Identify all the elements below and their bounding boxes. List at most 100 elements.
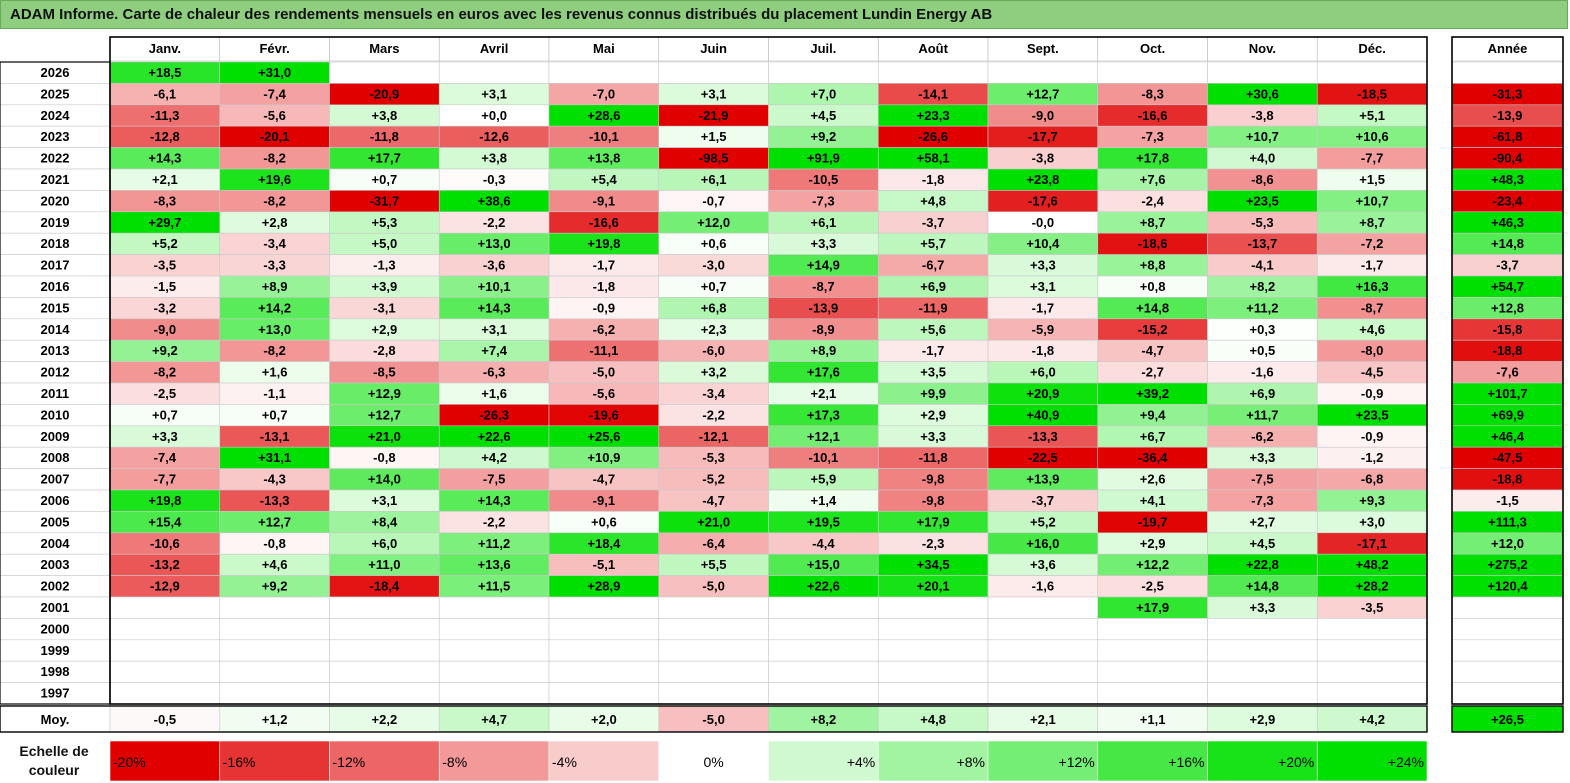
heatmap-value-label: -0,0 — [1032, 215, 1054, 230]
year-labels-border — [0, 61, 111, 705]
year-total-value-label: +46,3 — [1491, 215, 1524, 230]
heatmap-value-label: +15,0 — [807, 557, 840, 572]
year-total-header-cell — [1451, 36, 1564, 62]
year-label: 2010 — [41, 407, 70, 422]
heatmap-value-label: -10,1 — [809, 450, 839, 465]
heatmap-value-label: +30,6 — [1246, 86, 1279, 101]
heatmap-value-label: +15,4 — [148, 514, 182, 529]
average-value-label: +2,0 — [591, 712, 617, 727]
heatmap-value-label: -6,0 — [702, 343, 724, 358]
heatmap-value-label: -7,4 — [263, 86, 286, 101]
year-label: 2002 — [41, 579, 70, 594]
heatmap-value-label: -2,2 — [483, 514, 505, 529]
year-total-value-label: -3,7 — [1496, 258, 1518, 273]
heatmap-cell — [987, 618, 1099, 641]
heatmap-value-label: +17,8 — [1136, 151, 1169, 166]
heatmap-value-label: -7,4 — [154, 450, 177, 465]
heatmap-value-label: +8,7 — [1140, 215, 1166, 230]
heatmap-value-label: +3,3 — [920, 429, 946, 444]
month-header-cell — [1316, 36, 1428, 62]
heatmap-value-label: -11,8 — [919, 450, 948, 465]
color-scale-label: -12% — [333, 754, 366, 770]
color-scale-label: Echelle de couleur — [19, 743, 89, 778]
heatmap-value-label: +1,6 — [481, 386, 507, 401]
heatmap-value-label: +3,5 — [920, 365, 946, 380]
average-cell — [329, 705, 440, 733]
heatmap-value-label: -8,2 — [263, 151, 285, 166]
year-label: 2017 — [41, 258, 70, 273]
heatmap-value-label: +12,0 — [697, 215, 730, 230]
heatmap-cell — [987, 682, 1099, 705]
heatmap-value-label: +17,9 — [917, 514, 950, 529]
heatmap-value-label: -11,3 — [150, 108, 179, 123]
heatmap-value-label: +0,6 — [591, 514, 617, 529]
year-total-border — [1451, 36, 1564, 705]
heatmap-value-label: -7,5 — [1251, 472, 1273, 487]
heatmap-value-label: +28,9 — [587, 579, 620, 594]
heatmap-value-label: +0,7 — [262, 407, 288, 422]
heatmap-cell — [548, 660, 660, 683]
average-row-label: Moy. — [41, 712, 70, 727]
heatmap-value-label: +34,5 — [917, 557, 950, 572]
year-total-cell — [1451, 61, 1564, 84]
heatmap-value-label: +2,7 — [1250, 514, 1276, 529]
heatmap-value-label: -9,0 — [1032, 108, 1054, 123]
heatmap-value-label: +48,2 — [1356, 557, 1389, 572]
heatmap-cell — [109, 639, 221, 662]
heatmap-value-label: -9,1 — [593, 193, 615, 208]
year-label: 2022 — [41, 151, 70, 166]
month-header-cell — [1207, 36, 1318, 62]
heatmap-value-label: +10,7 — [1246, 129, 1279, 144]
color-scale-label: +20% — [1278, 754, 1314, 770]
month-header-label: Oct. — [1140, 41, 1165, 56]
heatmap-cell — [438, 660, 550, 683]
heatmap-value-label: -2,5 — [1141, 579, 1163, 594]
average-cell — [987, 705, 1099, 733]
average-value-label: +1,2 — [262, 712, 288, 727]
heatmap-value-label: +11,2 — [1246, 300, 1278, 315]
heatmap-value-label: -1,8 — [922, 172, 944, 187]
average-cell — [219, 705, 330, 733]
average-cell — [1207, 705, 1318, 733]
heatmap-value-label: -17,7 — [1028, 129, 1058, 144]
heatmap-value-label: +0,7 — [152, 407, 178, 422]
heatmap-cell — [219, 618, 330, 641]
heatmap-value-label: -12,6 — [479, 129, 509, 144]
year-label: 2003 — [41, 557, 70, 572]
heatmap-value-label: -1,8 — [593, 279, 615, 294]
heatmap-cell — [658, 61, 769, 84]
heatmap-value-label: -98,5 — [699, 151, 729, 166]
heatmap-value-label: -3,1 — [373, 300, 395, 315]
heatmap-value-label: -9,8 — [922, 472, 944, 487]
color-scale-swatch — [1097, 740, 1208, 782]
heatmap-value-label: +0,7 — [701, 279, 727, 294]
heatmap-value-label: +4,1 — [1140, 493, 1166, 508]
heatmap-value-label: -5,6 — [593, 386, 615, 401]
heatmap-value-label: +1,4 — [811, 493, 837, 508]
heatmap-value-label: +6,1 — [701, 172, 727, 187]
heatmap-value-label: -2,4 — [1141, 193, 1164, 208]
heatmap-value-label: +11,5 — [478, 579, 510, 594]
year-label: 2000 — [41, 621, 70, 636]
heatmap-value-label: -31,7 — [370, 193, 400, 208]
heatmap-cell — [877, 682, 989, 705]
heatmap-cell — [329, 618, 440, 641]
heatmap-cell — [1207, 618, 1318, 641]
year-label: 2021 — [41, 172, 70, 187]
heatmap-value-label: -1,7 — [922, 343, 944, 358]
year-label: 2001 — [41, 600, 70, 615]
heatmap-cell — [768, 61, 879, 84]
heatmap-value-label: -7,2 — [1361, 236, 1383, 251]
heatmap-value-label: +1,6 — [262, 365, 288, 380]
heatmap-cell — [658, 682, 769, 705]
heatmap-value-label: +8,9 — [262, 279, 288, 294]
heatmap-value-label: -22,5 — [1028, 450, 1058, 465]
heatmap-value-label: -19,6 — [589, 407, 619, 422]
heatmap-value-label: +2,3 — [701, 322, 727, 337]
heatmap-cell — [109, 596, 221, 619]
heatmap-cell — [329, 61, 440, 84]
average-cell — [1316, 705, 1428, 733]
heatmap-value-label: +11,7 — [1246, 407, 1278, 422]
heatmap-value-label: +3,8 — [372, 108, 398, 123]
